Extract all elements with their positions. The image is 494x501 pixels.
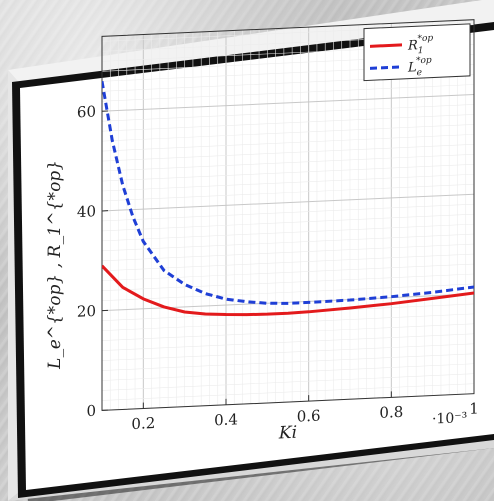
grid-line-y — [102, 383, 474, 401]
grid-line-y — [102, 134, 474, 152]
grid — [102, 19, 474, 411]
axis-ticks — [102, 110, 475, 411]
grid-line-y — [102, 243, 474, 262]
x-axis-multiplier: ·10⁻³ — [432, 410, 467, 428]
grid-line-y — [102, 333, 474, 351]
grid-line-y — [102, 233, 474, 252]
y-tick-label: 40 — [77, 202, 96, 221]
x-tick-label: 0.6 — [297, 407, 321, 426]
grid-line-y — [102, 223, 474, 242]
legend-box — [363, 23, 471, 82]
grid-line-y — [102, 363, 474, 381]
legend-label-r1: R1*op — [407, 33, 433, 56]
grid-line-y — [102, 124, 474, 142]
grid-line-y — [102, 283, 474, 302]
grid-line-y — [102, 183, 474, 202]
y-tick-label: 60 — [77, 102, 96, 121]
grid-line-y — [102, 104, 474, 122]
legend-swatch-r1 — [370, 43, 402, 48]
x-tick-labels: 0.2 0.4 0.6 0.8 1 — [131, 399, 478, 433]
series-line-r1 — [102, 264, 474, 317]
legend: R1*op Le*op — [363, 23, 471, 82]
grid-line-y — [102, 163, 474, 182]
grid-line-y — [102, 173, 474, 192]
x-axis-label: Ki — [278, 423, 297, 444]
grid-line-y — [102, 263, 474, 282]
grid-line-y — [102, 353, 474, 371]
plot-area-frame — [101, 19, 475, 411]
x-tick-label: 1 — [469, 399, 479, 417]
x-tick-label: 0.4 — [214, 410, 238, 429]
grid-line-y — [102, 144, 474, 162]
y-tick-labels: 0 20 40 60 — [77, 102, 96, 420]
series-line-le — [102, 80, 474, 305]
y-axis-label: L_e^{*op} , R_1^{*op} — [45, 160, 65, 371]
grid-line-y — [102, 193, 474, 212]
x-tick-label: 0.8 — [379, 403, 403, 422]
grid-line-y — [102, 114, 474, 132]
grid-line-y — [102, 343, 474, 361]
x-tick-label: 0.2 — [131, 414, 155, 433]
series-layer — [102, 80, 474, 317]
chart-paper — [20, 30, 494, 490]
grid-line-y — [102, 93, 474, 112]
grid-line-y — [102, 313, 474, 331]
grid-line-y — [102, 273, 474, 292]
y-tick-label: 20 — [77, 302, 96, 321]
grid-line-y — [102, 323, 474, 341]
grid-line-y — [102, 203, 474, 222]
grid-line-y — [102, 84, 474, 102]
chart: 0.2 0.4 0.6 0.8 1 0 20 40 60 Ki ·10⁻³ L_e^{*op}… — [45, 19, 479, 444]
y-tick-label: 0 — [86, 402, 96, 420]
grid-line-y — [102, 373, 474, 391]
grid-line-y — [102, 213, 474, 232]
legend-label-le: Le*op — [407, 56, 432, 79]
legend-swatch-le — [370, 65, 402, 70]
grid-line-y — [102, 154, 474, 172]
